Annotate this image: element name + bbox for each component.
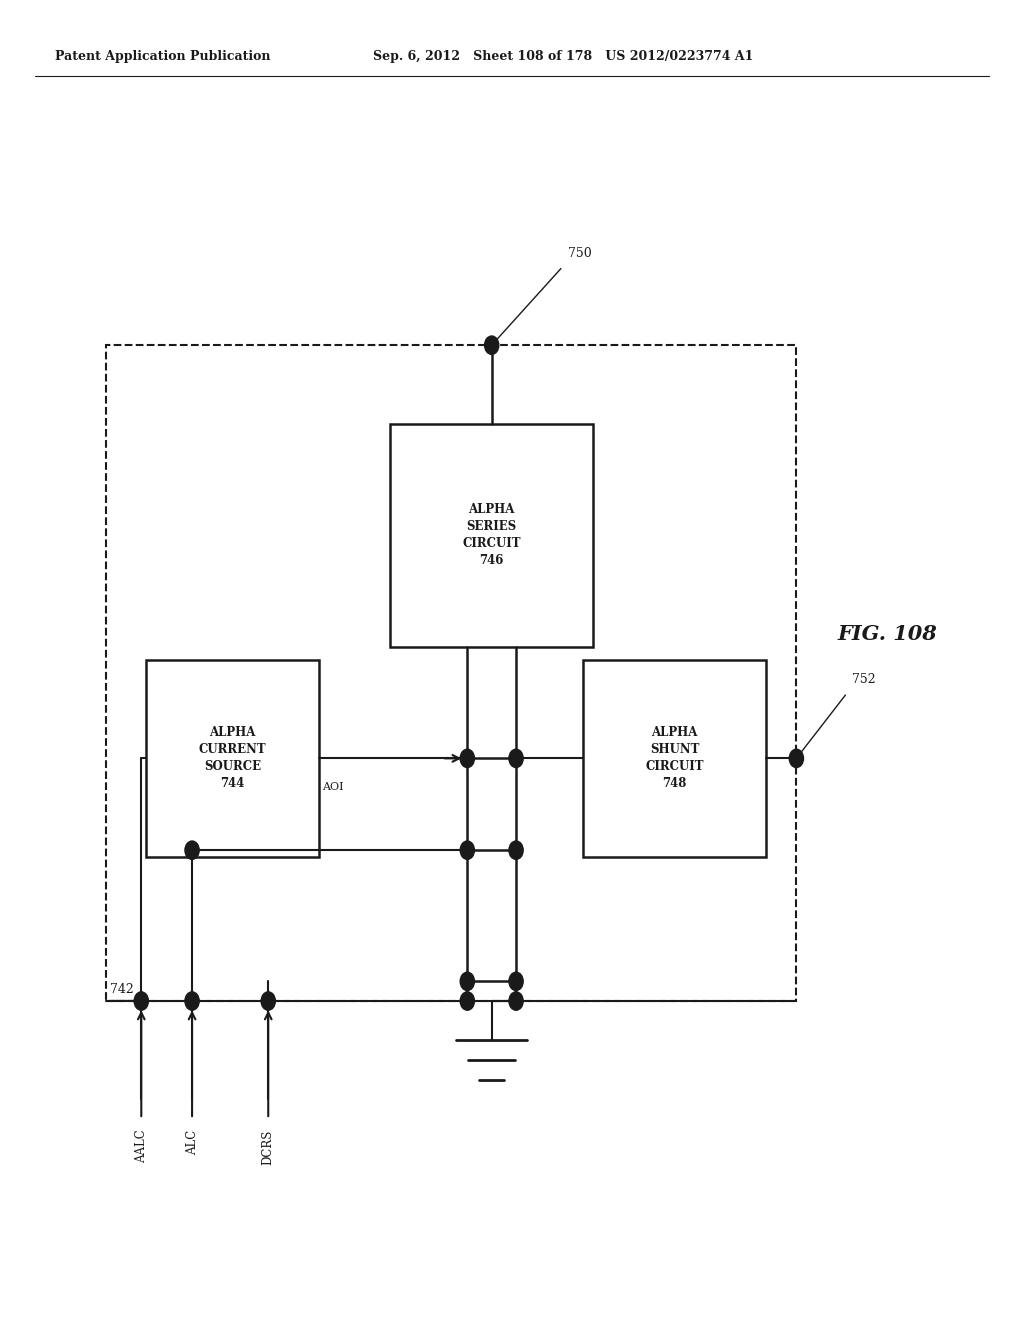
- Circle shape: [460, 991, 474, 1010]
- Circle shape: [509, 841, 523, 859]
- Circle shape: [460, 750, 474, 767]
- Circle shape: [134, 991, 148, 1010]
- Circle shape: [261, 991, 275, 1010]
- Text: FIG. 108: FIG. 108: [838, 624, 938, 644]
- Text: ALC: ALC: [185, 1130, 199, 1155]
- Text: ALPHA
SHUNT
CIRCUIT
748: ALPHA SHUNT CIRCUIT 748: [645, 726, 703, 791]
- Circle shape: [460, 841, 474, 859]
- Circle shape: [790, 750, 804, 767]
- Bar: [146, 660, 319, 857]
- Circle shape: [185, 991, 200, 1010]
- Bar: [390, 424, 593, 647]
- Text: 750: 750: [568, 247, 592, 260]
- Text: Sep. 6, 2012   Sheet 108 of 178   US 2012/0223774 A1: Sep. 6, 2012 Sheet 108 of 178 US 2012/02…: [373, 50, 753, 63]
- Text: AOI: AOI: [323, 781, 344, 792]
- Text: ALPHA
CURRENT
SOURCE
744: ALPHA CURRENT SOURCE 744: [199, 726, 266, 791]
- Text: 742: 742: [110, 983, 133, 995]
- Text: Patent Application Publication: Patent Application Publication: [55, 50, 270, 63]
- Bar: [105, 346, 797, 1001]
- Circle shape: [185, 841, 200, 859]
- Text: 752: 752: [852, 673, 876, 686]
- Circle shape: [460, 972, 474, 990]
- Text: ALPHA
SERIES
CIRCUIT
746: ALPHA SERIES CIRCUIT 746: [463, 503, 521, 568]
- Bar: [583, 660, 766, 857]
- Text: DCRS: DCRS: [262, 1130, 274, 1166]
- Circle shape: [509, 972, 523, 990]
- Circle shape: [484, 337, 499, 354]
- Circle shape: [509, 991, 523, 1010]
- Text: AALC: AALC: [135, 1130, 147, 1163]
- Circle shape: [509, 750, 523, 767]
